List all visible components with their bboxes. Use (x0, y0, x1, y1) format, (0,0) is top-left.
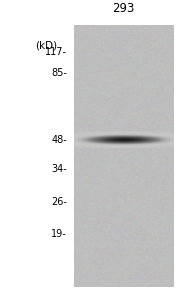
Text: 85-: 85- (51, 68, 67, 78)
Text: 48-: 48- (51, 135, 67, 145)
Text: 117-: 117- (45, 47, 67, 57)
Text: 26-: 26- (51, 197, 67, 207)
Text: 293: 293 (112, 2, 135, 15)
Text: 19-: 19- (51, 229, 67, 239)
Text: (kD): (kD) (35, 40, 57, 50)
Text: 34-: 34- (51, 164, 67, 174)
